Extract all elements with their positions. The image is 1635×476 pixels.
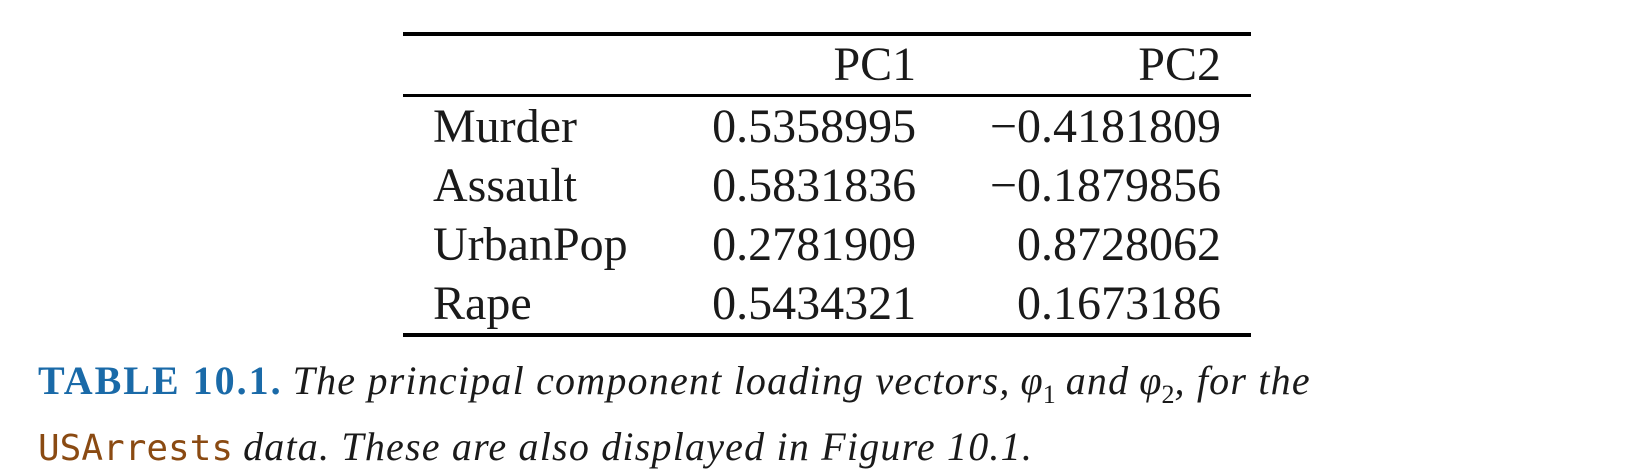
cell-pc2: −0.4181809: [989, 99, 1221, 153]
loadings-table: PC1 PC2 Murder 0.5358995 −0.4181809 Assa…: [403, 32, 1251, 337]
row-label: UrbanPop: [433, 217, 628, 271]
phi-glyph: φ: [1020, 358, 1043, 403]
table-row: Rape 0.5434321 0.1673186: [403, 274, 1251, 335]
row-label: Rape: [433, 276, 532, 330]
phi-symbol-1: φ1: [1020, 358, 1056, 409]
phi-subscript-2: 2: [1161, 380, 1175, 409]
caption-text-4: data. These are also displayed in Figure…: [243, 424, 1034, 469]
cell-pc2: −0.1879856: [989, 158, 1221, 212]
table-caption: TABLE 10.1. The principal component load…: [38, 355, 1618, 475]
cell-pc1: 0.2781909: [712, 217, 917, 271]
header-pc2: PC2: [1138, 38, 1221, 91]
row-label: Murder: [433, 99, 577, 153]
table-row: UrbanPop 0.2781909 0.8728062: [403, 215, 1251, 274]
caption-text-2: and: [1065, 358, 1130, 403]
header-variable: [403, 34, 670, 96]
cell-pc1: 0.5831836: [712, 158, 917, 212]
cell-pc2: 0.1673186: [1017, 276, 1221, 330]
cell-pc1: 0.5358995: [712, 99, 917, 153]
caption-text-1: The principal component loading vectors,: [292, 358, 1011, 403]
table-header-row: PC1 PC2: [403, 34, 1251, 96]
cell-pc2: 0.8728062: [1017, 217, 1221, 271]
phi-symbol-2: φ2: [1139, 358, 1174, 409]
dataset-name: USArrests: [38, 428, 234, 469]
phi-subscript-1: 1: [1042, 380, 1056, 409]
row-label: Assault: [433, 158, 577, 212]
caption-label: TABLE 10.1.: [38, 358, 283, 403]
phi-glyph: φ: [1139, 358, 1162, 403]
header-pc1: PC1: [833, 38, 917, 91]
table-row: Murder 0.5358995 −0.4181809: [403, 96, 1251, 157]
caption-text-3: , for the: [1174, 358, 1311, 403]
cell-pc1: 0.5434321: [712, 276, 917, 330]
loadings-table-container: PC1 PC2 Murder 0.5358995 −0.4181809 Assa…: [403, 32, 1251, 337]
table-row: Assault 0.5831836 −0.1879856: [403, 156, 1251, 215]
